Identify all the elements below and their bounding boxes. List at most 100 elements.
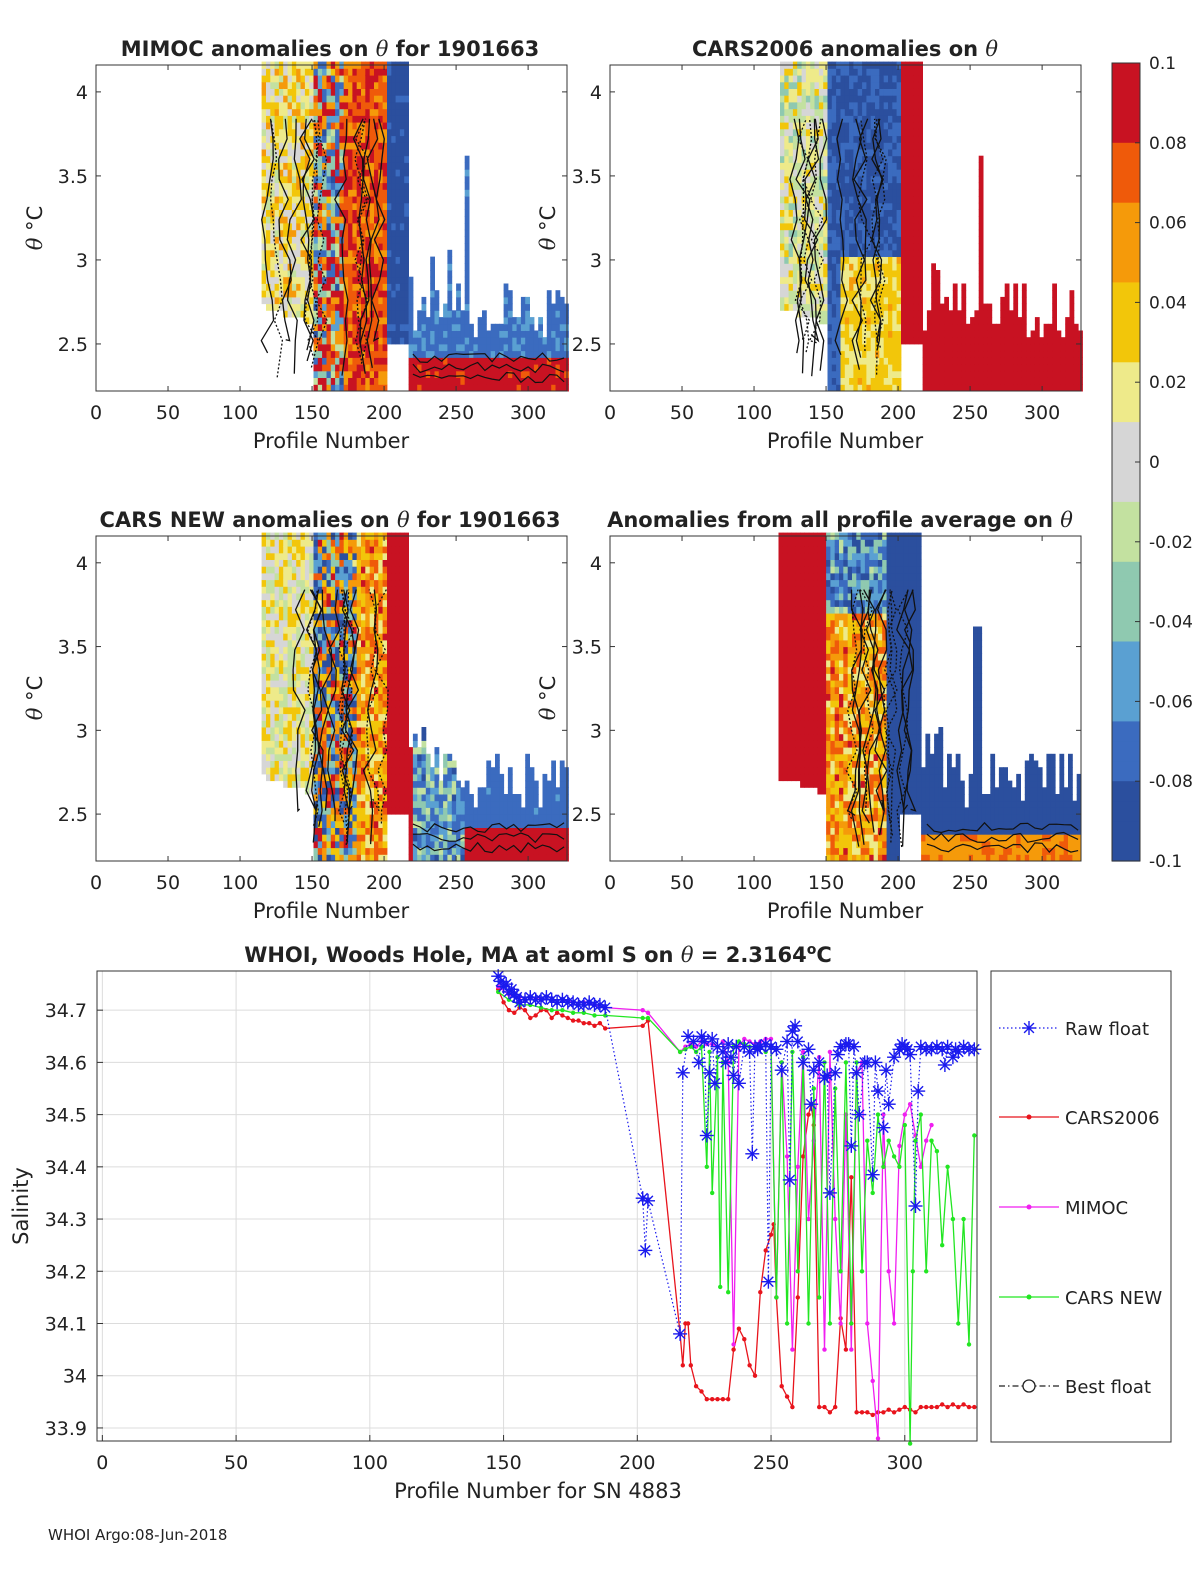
- heatmap-cell: [409, 371, 414, 378]
- heatmap-cell: [979, 351, 984, 358]
- heatmap-cell: [348, 687, 353, 694]
- heatmap-cell: [875, 109, 880, 116]
- heatmap-cell: [279, 740, 284, 747]
- heatmap-cell: [331, 163, 336, 170]
- heatmap-cell: [1052, 344, 1057, 351]
- heatmap-cell: [836, 109, 841, 116]
- heatmap-cell: [283, 82, 288, 89]
- heatmap-cell: [378, 136, 383, 143]
- heatmap-cell: [327, 216, 332, 223]
- heatmap-cell: [439, 317, 444, 324]
- heatmap-cell: [914, 149, 919, 156]
- heatmap-cell: [357, 854, 362, 861]
- heatmap-cell: [275, 573, 280, 580]
- heatmap-cell: [1074, 371, 1079, 378]
- heatmap-cell: [396, 115, 401, 122]
- heatmap-cell: [784, 189, 789, 196]
- heatmap-cell: [853, 384, 858, 391]
- heatmap-cell: [262, 169, 267, 176]
- heatmap-cell: [266, 216, 271, 223]
- heatmap-cell: [547, 304, 552, 311]
- heatmap-cell: [283, 102, 288, 109]
- heatmap-cell: [823, 95, 828, 102]
- heatmap-cell: [352, 553, 357, 560]
- heatmap-cell: [378, 284, 383, 291]
- heatmap-cell: [823, 243, 828, 250]
- heatmap-cell: [331, 317, 336, 324]
- heatmap-cell: [892, 136, 897, 143]
- heatmap-cell: [288, 700, 293, 707]
- heatmap-cell: [318, 102, 323, 109]
- heatmap-cell: [301, 163, 306, 170]
- heatmap-cell: [262, 767, 267, 774]
- heatmap-cell: [495, 337, 500, 344]
- heatmap-cell: [927, 378, 932, 385]
- heatmap-cell: [1013, 357, 1018, 364]
- heatmap-cell: [961, 310, 966, 317]
- heatmap-cell: [897, 230, 902, 237]
- heatmap-cell: [901, 223, 906, 230]
- heatmap-cell: [862, 290, 867, 297]
- heatmap-cell: [283, 781, 288, 788]
- heatmap-cell: [352, 216, 357, 223]
- heatmap-cell: [1065, 317, 1070, 324]
- heatmap-cell: [314, 566, 319, 573]
- heatmap-cell: [789, 290, 794, 297]
- heatmap-cell: [357, 801, 362, 808]
- heatmap-cell: [279, 68, 284, 75]
- heatmap-cell: [270, 700, 275, 707]
- heatmap-cell: [422, 310, 427, 317]
- heatmap-cell: [905, 297, 910, 304]
- heatmap-cell: [551, 331, 556, 338]
- heatmap-cell: [331, 136, 336, 143]
- heatmap-cell: [836, 304, 841, 311]
- heatmap-cell: [910, 75, 915, 82]
- heatmap-cell: [897, 250, 902, 257]
- heatmap-cell: [404, 290, 409, 297]
- heatmap-cell: [979, 337, 984, 344]
- heatmap-cell: [832, 136, 837, 143]
- heatmap-cell: [266, 142, 271, 149]
- heatmap-cell: [335, 767, 340, 774]
- heatmap-cell: [262, 560, 267, 567]
- heatmap-cell: [901, 270, 906, 277]
- y-tick-label: 2.5: [572, 334, 602, 356]
- heatmap-cell: [901, 129, 906, 136]
- heatmap-cell: [1052, 331, 1057, 338]
- heatmap-cell: [845, 324, 850, 331]
- heatmap-cell: [836, 257, 841, 264]
- heatmap-cell: [288, 781, 293, 788]
- heatmap-cell: [396, 189, 401, 196]
- heatmap-cell: [819, 136, 824, 143]
- heatmap-cell: [936, 310, 941, 317]
- heatmap-cell: [348, 257, 353, 264]
- heatmap-cell: [504, 324, 509, 331]
- heatmap-cell: [832, 344, 837, 351]
- heatmap-cell: [499, 384, 504, 391]
- heatmap-cell: [936, 364, 941, 371]
- heatmap-cell: [404, 189, 409, 196]
- heatmap-cell: [918, 122, 923, 129]
- heatmap-cell: [979, 203, 984, 210]
- heatmap-cell: [966, 337, 971, 344]
- heatmap-cell: [1022, 337, 1027, 344]
- heatmap-cell: [279, 539, 284, 546]
- heatmap-cell: [296, 680, 301, 687]
- heatmap-cell: [391, 136, 396, 143]
- heatmap-cell: [853, 250, 858, 257]
- heatmap-cell: [512, 378, 517, 385]
- heatmap-cell: [853, 136, 858, 143]
- heatmap-cell: [296, 102, 301, 109]
- heatmap-cell: [266, 149, 271, 156]
- heatmap-cell: [344, 243, 349, 250]
- heatmap-cell: [1005, 337, 1010, 344]
- heatmap-cell: [884, 357, 889, 364]
- heatmap-cell: [534, 384, 539, 391]
- heatmap-cell: [331, 89, 336, 96]
- heatmap-cell: [279, 761, 284, 768]
- heatmap-cell: [780, 277, 785, 284]
- heatmap-cell: [327, 586, 332, 593]
- heatmap-cell: [361, 68, 366, 75]
- heatmap-cell: [871, 89, 876, 96]
- heatmap-cell: [327, 627, 332, 634]
